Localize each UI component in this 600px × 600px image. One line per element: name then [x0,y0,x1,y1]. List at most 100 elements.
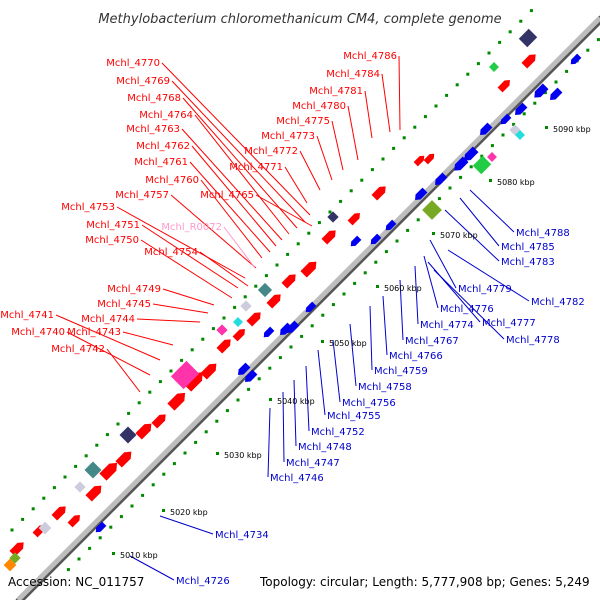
leader-line [305,365,310,432]
gene-label-mchl_4753[interactable]: Mchl_4753 [61,202,115,213]
gene-label-mchl_4767[interactable]: Mchl_4767 [405,336,459,347]
reverse-gene-arrow [280,322,293,335]
tick-mark [466,72,470,76]
gene-label-mchl_4744[interactable]: Mchl_4744 [81,314,135,325]
forward-gene-arrow [200,363,217,380]
leader-line [191,145,277,247]
gene-label-mchl_4745[interactable]: Mchl_4745 [97,299,151,310]
tick-mark [42,496,46,500]
gene-label-mchl_4773[interactable]: Mchl_4773 [261,131,315,142]
tick-mark [519,19,523,23]
tick-mark [416,218,420,222]
gene-label-mchl_4759[interactable]: Mchl_4759 [374,366,428,377]
tick-mark [476,62,480,66]
tick-mark [74,464,78,468]
reverse-gene-arrow [570,53,582,65]
gene-label-mchl_4765[interactable]: Mchl_4765 [200,190,254,201]
leader-line [293,379,297,447]
reverse-gene-arrow [287,320,300,333]
leader-line [181,128,283,241]
reverse-gene-arrow [534,83,549,98]
gene-label-mchl_4748[interactable]: Mchl_4748 [298,442,352,453]
gene-labels: Mchl_4786 Mchl_4784 Mchl_4781 Mchl_4780 Mchl… [0,51,584,587]
tick-mark [98,536,102,540]
gene-label-mchl_4778[interactable]: Mchl_4778 [506,335,560,346]
gene-label-mchl_4741[interactable]: Mchl_4741 [0,310,54,321]
leader-line [364,90,373,139]
gene-label-mchl_4785[interactable]: Mchl_4785 [501,242,555,253]
leader-line [194,114,290,235]
gene-label-mchl_r0072[interactable]: Mchl_R0072 [161,222,222,233]
leader-line [267,407,271,478]
gene-label-mchl_4780[interactable]: Mchl_4780 [292,101,346,112]
gene-label-mchl_4782[interactable]: Mchl_4782 [531,297,585,308]
gene-label-mchl_4788[interactable]: Mchl_4788 [516,228,570,239]
gene-label-mchl_4750[interactable]: Mchl_4750 [85,235,139,246]
tick-mark [342,292,346,296]
feature-block [515,130,525,140]
leader-line [255,194,313,227]
gene-label-mchl_4742[interactable]: Mchl_4742 [51,344,105,355]
gene-label-mchl_4755[interactable]: Mchl_4755 [327,411,381,422]
forward-gene-arrow [232,329,245,342]
gene-label-mchl_4786[interactable]: Mchl_4786 [343,51,397,62]
gene-label-mchl_4760[interactable]: Mchl_4760 [145,175,199,186]
gene-label-mchl_4763[interactable]: Mchl_4763 [126,124,180,135]
gene-label-mchl_4774[interactable]: Mchl_4774 [420,320,474,331]
leader-line [331,120,344,171]
leader-line [459,197,500,247]
gene-label-mchl_4752[interactable]: Mchl_4752 [311,427,365,438]
tick-mark [289,345,293,349]
gene-label-mchl_4751[interactable]: Mchl_4751 [86,220,140,231]
feature-block [240,300,252,312]
gene-label-mchl_4784[interactable]: Mchl_4784 [326,69,380,80]
gene-label-mchl_4777[interactable]: Mchl_4777 [482,318,536,329]
gene-label-mchl_4754[interactable]: Mchl_4754 [144,247,198,258]
tick-mark [413,125,417,129]
gene-label-mchl_4779[interactable]: Mchl_4779 [458,284,512,295]
tick-mark [52,486,56,490]
gene-label-mchl_4756[interactable]: Mchl_4756 [342,398,396,409]
leader-line [122,331,174,346]
gene-label-mchl_4769[interactable]: Mchl_4769 [116,76,170,87]
gene-label-mchl_4775[interactable]: Mchl_4775 [276,116,330,127]
tick-mark [455,83,459,87]
tick-mark [565,69,569,73]
tick-mark [169,369,173,373]
tick-mark [490,144,494,148]
reverse-gene-arrow [238,362,251,375]
forward-gene-arrow [371,186,386,201]
reverse-gene-arrow [385,219,397,231]
forward-gene-arrow [300,261,317,278]
gene-label-mchl_4758[interactable]: Mchl_4758 [358,382,412,393]
gene-label-mchl_4783[interactable]: Mchl_4783 [501,257,555,268]
tick-mark [296,242,300,246]
gene-label-mchl_4726[interactable]: Mchl_4726 [176,576,230,587]
gene-label-mchl_4746[interactable]: Mchl_4746 [270,473,324,484]
leader-line [159,515,214,535]
gene-label-mchl_4762[interactable]: Mchl_4762 [136,141,190,152]
leader-line [106,348,141,393]
gene-label-mchl_4770[interactable]: Mchl_4770 [106,58,160,69]
gene-label-mchl_4768[interactable]: Mchl_4768 [127,93,181,104]
leader-line [55,314,161,361]
gene-label-mchl_4757[interactable]: Mchl_4757 [115,190,169,201]
tick-mark [384,250,388,254]
gene-label-mchl_4771[interactable]: Mchl_4771 [229,162,283,173]
gene-label-mchl_4749[interactable]: Mchl_4749 [107,284,161,295]
leader-line [141,224,239,289]
tick-mark [543,91,547,95]
gene-label-mchl_4781[interactable]: Mchl_4781 [309,86,363,97]
gene-label-mchl_4761[interactable]: Mchl_4761 [134,157,188,168]
gene-label-mchl_4776[interactable]: Mchl_4776 [440,304,494,315]
gene-label-mchl_4734[interactable]: Mchl_4734 [215,530,269,541]
tick-mark [317,221,321,225]
gene-label-mchl_4772[interactable]: Mchl_4772 [244,146,298,157]
kbp-tick [269,398,272,401]
gene-label-mchl_4747[interactable]: Mchl_4747 [286,458,340,469]
leader-line [116,206,246,279]
gene-label-mchl_4764[interactable]: Mchl_4764 [139,110,193,121]
gene-label-mchl_4740[interactable]: Mchl_4740 [11,327,65,338]
gene-label-mchl_4766[interactable]: Mchl_4766 [389,351,443,362]
gene-label-mchl_4743[interactable]: Mchl_4743 [67,327,121,338]
